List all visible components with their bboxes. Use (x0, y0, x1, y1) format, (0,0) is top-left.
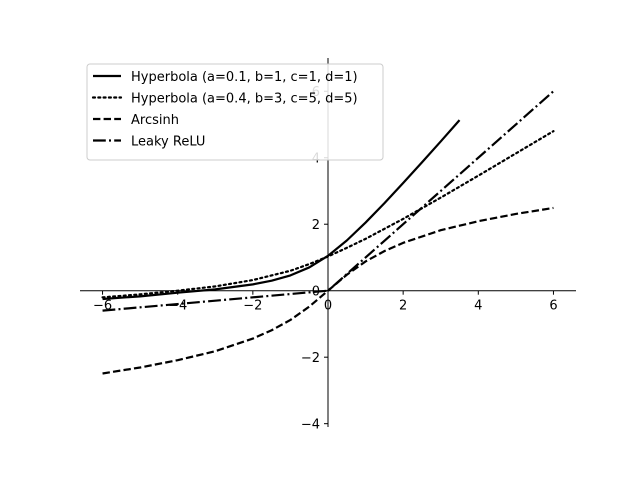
x-tick-label: 0 (324, 299, 332, 314)
x-tick-label: 2 (399, 299, 407, 314)
y-tick-label: −4 (301, 418, 320, 433)
x-tick-label: −2 (243, 299, 262, 314)
y-tick-label: 2 (312, 218, 320, 233)
legend-label-1: Hyperbola (a=0.1, b=1, c=1, d=1) (131, 70, 358, 85)
series-line-2 (101, 130, 555, 299)
legend: Hyperbola (a=0.1, b=1, c=1, d=1) Hyperbol… (86, 63, 384, 161)
series-line-1 (102, 119, 461, 301)
x-tick-label: −4 (168, 299, 187, 314)
x-tick-label: −6 (93, 299, 112, 314)
legend-label-3: Arcsinh (131, 113, 179, 128)
series-line-3 (102, 206, 554, 375)
y-tick-label: −2 (301, 351, 320, 366)
legend-label-2: Hyperbola (a=0.4, b=3, c=5, d=5) (131, 92, 358, 107)
legend-label-4: Leaky ReLU (131, 135, 205, 150)
series-layer (101, 90, 555, 375)
legend-box (86, 63, 384, 161)
series-line-4 (102, 90, 555, 312)
x-tick-label: 4 (474, 299, 482, 314)
x-tick-label: 6 (549, 299, 557, 314)
